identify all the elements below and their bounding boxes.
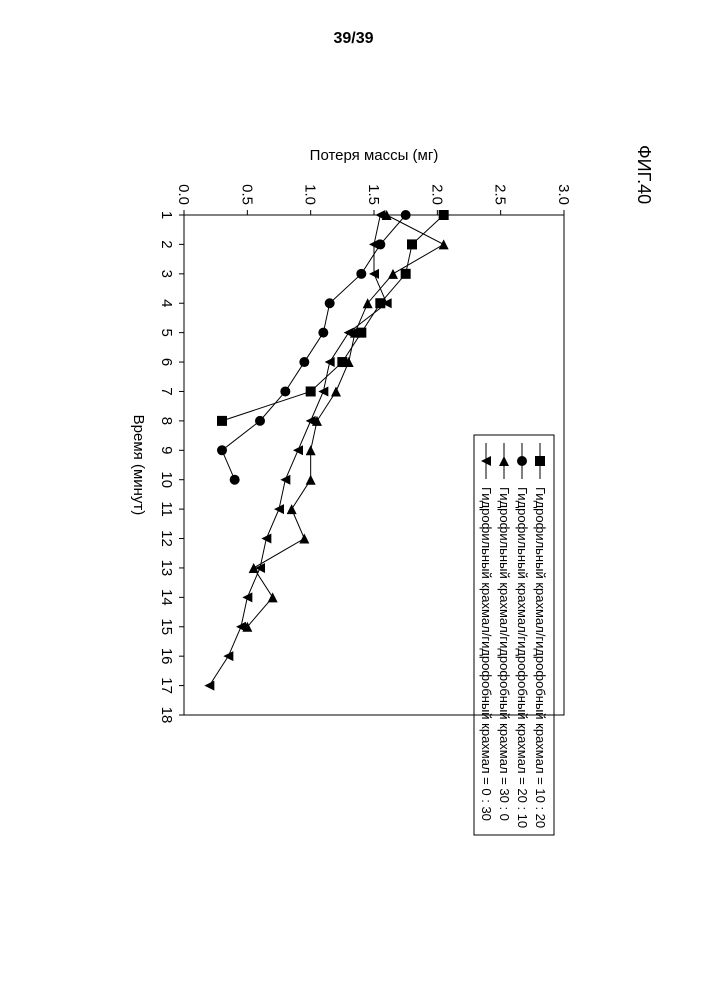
x-tick-label: 11 <box>158 501 175 517</box>
series-line-2 <box>247 215 443 627</box>
marker-square <box>407 239 417 249</box>
x-tick-label: 6 <box>158 358 175 366</box>
x-tick-label: 15 <box>158 618 175 635</box>
y-tick-label: 1.5 <box>365 184 382 205</box>
marker-circle <box>400 210 410 220</box>
marker-triangle-down <box>293 445 303 455</box>
marker-triangle-down <box>305 416 315 426</box>
marker-triangle-down <box>318 386 328 396</box>
page: 39/39 ФИГ.40 123456789101112131415161718… <box>0 0 707 1000</box>
x-tick-label: 2 <box>158 240 175 248</box>
marker-triangle-down <box>223 651 233 661</box>
rotated-figure-wrapper: ФИГ.40 123456789101112131415161718Время … <box>84 135 624 865</box>
marker-circle <box>229 475 239 485</box>
y-tick-label: 2.0 <box>428 184 445 205</box>
figure-title: ФИГ.40 <box>633 145 654 204</box>
marker-square <box>535 456 545 466</box>
marker-square <box>400 269 410 279</box>
x-tick-label: 7 <box>158 387 175 395</box>
marker-triangle-left <box>388 269 398 279</box>
marker-triangle-down <box>204 681 214 691</box>
marker-triangle-down <box>236 622 246 632</box>
x-tick-label: 1 <box>158 211 175 219</box>
marker-triangle-left <box>267 592 277 602</box>
x-tick-label: 17 <box>158 677 175 694</box>
legend-label: Гидрофильный крахмал/гидрофобный крахмал… <box>497 487 512 821</box>
marker-triangle-left <box>305 475 315 485</box>
marker-square <box>438 210 448 220</box>
marker-triangle-down <box>274 504 284 514</box>
x-tick-label: 14 <box>158 589 175 606</box>
x-tick-label: 8 <box>158 417 175 425</box>
y-tick-label: 0.5 <box>238 184 255 205</box>
y-tick-label: 0.0 <box>175 184 192 205</box>
figure-40: ФИГ.40 123456789101112131415161718Время … <box>84 135 624 865</box>
marker-circle <box>217 445 227 455</box>
page-number: 39/39 <box>0 30 707 48</box>
marker-circle <box>280 386 290 396</box>
marker-triangle-left <box>438 239 448 249</box>
x-tick-label: 3 <box>158 270 175 278</box>
x-tick-label: 9 <box>158 446 175 454</box>
x-tick-label: 4 <box>158 299 175 307</box>
x-tick-label: 5 <box>158 328 175 336</box>
legend-label: Гидрофильный крахмал/гидрофобный крахмал… <box>533 487 548 828</box>
marker-square <box>305 386 315 396</box>
y-axis-title: Потеря массы (мг) <box>309 147 438 164</box>
y-tick-label: 3.0 <box>555 184 572 205</box>
marker-triangle-left <box>299 534 309 544</box>
x-tick-label: 18 <box>158 707 175 724</box>
x-tick-label: 12 <box>158 530 175 547</box>
legend-label: Гидрофильный крахмал/гидрофобный крахмал… <box>479 487 494 821</box>
marker-triangle-down <box>343 328 353 338</box>
chart-svg: 123456789101112131415161718Время (минут)… <box>84 135 624 865</box>
marker-square <box>217 416 227 426</box>
marker-circle <box>517 456 527 466</box>
marker-triangle-left <box>331 386 341 396</box>
x-tick-label: 10 <box>158 471 175 488</box>
marker-circle <box>318 328 328 338</box>
marker-triangle-left <box>499 456 509 466</box>
legend-label: Гидрофильный крахмал/гидрофобный крахмал… <box>515 487 530 828</box>
x-tick-label: 16 <box>158 648 175 665</box>
y-tick-label: 2.5 <box>491 184 508 205</box>
x-tick-label: 13 <box>158 560 175 577</box>
y-tick-label: 1.0 <box>301 184 318 205</box>
marker-circle <box>324 298 334 308</box>
marker-triangle-left <box>305 445 315 455</box>
x-axis-title: Время (минут) <box>130 415 147 516</box>
marker-circle <box>299 357 309 367</box>
marker-triangle-left <box>286 504 296 514</box>
